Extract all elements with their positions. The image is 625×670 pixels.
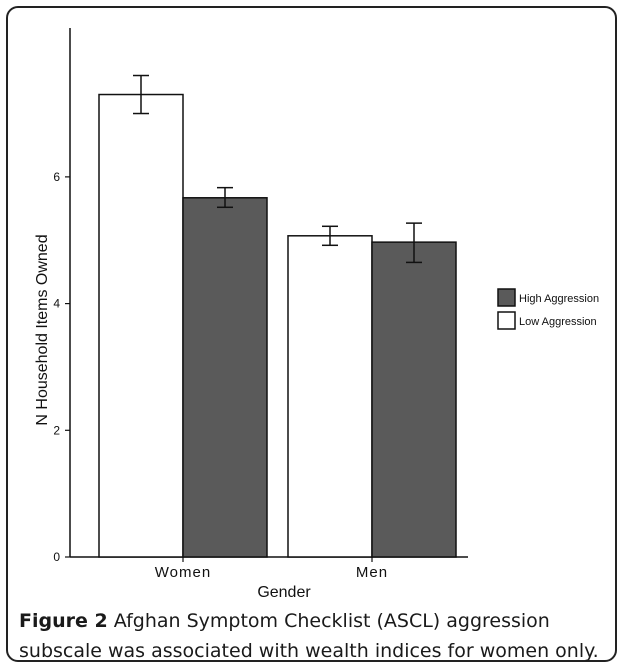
legend-swatch-low-aggression (497, 311, 516, 330)
figure-caption: Figure 2 Afghan Symptom Checklist (ASCL)… (19, 606, 615, 666)
legend-label-high-aggression: High Aggression (519, 293, 599, 305)
category-labels: Women Men (155, 557, 388, 581)
legend-swatch-high-aggression (497, 288, 516, 307)
y-tick-label: 4 (53, 297, 60, 311)
bar-women-low-aggression (98, 93, 184, 558)
bars (98, 93, 457, 558)
y-tick-label: 2 (53, 423, 60, 437)
legend: High Aggression Low Aggression (497, 288, 599, 330)
x-tick-label-men: Men (356, 564, 388, 581)
bar-chart: 0 2 4 6 Women Men Gender N Household Items O… (34, 28, 599, 600)
y-axis-label: N Household Items Owned (34, 234, 51, 425)
y-tick-label: 0 (53, 550, 60, 564)
error-bars (133, 74, 422, 264)
y-tick-label: 6 (53, 170, 60, 184)
bar-men-high-aggression (371, 241, 457, 558)
caption-text: Afghan Symptom Checklist (ASCL) aggressi… (19, 610, 599, 662)
caption-label: Figure 2 (19, 610, 108, 632)
bar-women-high-aggression (182, 197, 268, 558)
legend-label-low-aggression: Low Aggression (519, 316, 597, 328)
x-tick-label-women: Women (155, 564, 211, 581)
bar-men-low-aggression (287, 235, 373, 558)
x-axis-label: Gender (257, 584, 311, 600)
y-ticks: 0 2 4 6 (53, 170, 70, 564)
